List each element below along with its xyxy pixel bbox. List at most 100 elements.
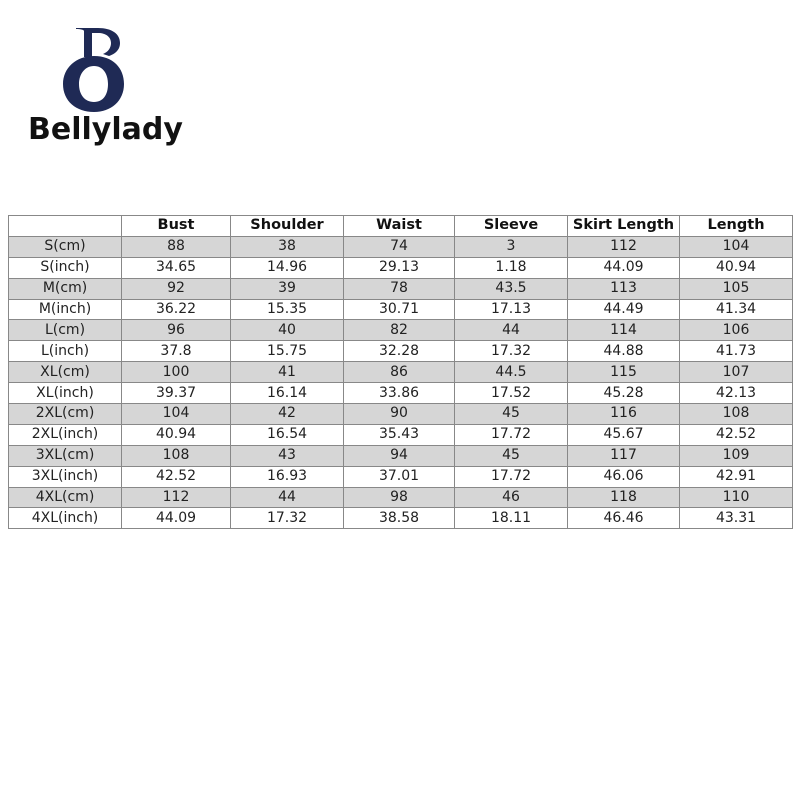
measurement-cell: 46.06: [567, 465, 680, 488]
measurement-cell: 36.22: [121, 298, 231, 321]
size-label: 2XL(inch): [8, 423, 122, 446]
measurement-cell: 108: [679, 403, 793, 425]
brand-name: Bellylady: [28, 112, 183, 147]
header-row: Bust Shoulder Waist Sleeve Skirt Length Lengt…: [8, 215, 793, 237]
size-label: M(inch): [8, 298, 122, 321]
measurement-cell: 34.65: [121, 256, 231, 279]
measurement-cell: 112: [121, 486, 231, 509]
size-label: 2XL(cm): [8, 403, 122, 425]
table-row: 3XL(inch) 42.52 16.93 37.01 17.72 46.06 42.91: [8, 465, 793, 488]
measurement-cell: 46: [454, 486, 568, 509]
measurement-cell: 44.09: [121, 507, 231, 530]
measurement-cell: 104: [121, 403, 231, 425]
measurement-cell: 45: [454, 444, 568, 467]
table-row: XL(inch) 39.37 16.14 33.86 17.52 45.28 42.13: [8, 382, 793, 405]
measurement-cell: 33.86: [343, 382, 455, 405]
measurement-cell: 14.96: [230, 256, 344, 279]
measurement-cell: 46.46: [567, 507, 680, 530]
measurement-cell: 106: [679, 319, 793, 342]
table-row: 4XL(cm) 112 44 98 46 118 110: [8, 486, 793, 509]
measurement-cell: 38: [230, 235, 344, 258]
measurement-cell: 41: [230, 361, 344, 384]
measurement-cell: 17.32: [454, 340, 568, 363]
table-row: XL(cm) 100 41 86 44.5 115 107: [8, 361, 793, 384]
measurement-cell: 35.43: [343, 423, 455, 446]
size-label: S(cm): [8, 235, 122, 258]
size-label: 4XL(inch): [8, 507, 122, 530]
size-label: L(cm): [8, 319, 122, 342]
monogram-logo-icon: [63, 28, 124, 112]
measurement-cell: 40.94: [679, 256, 793, 279]
measurement-cell: 44: [230, 486, 344, 509]
table-row: L(inch) 37.8 15.75 32.28 17.32 44.88 41.73: [8, 340, 793, 363]
measurement-cell: 88: [121, 235, 231, 258]
size-label: 3XL(cm): [8, 444, 122, 467]
measurement-cell: 43.31: [679, 507, 793, 530]
size-label: XL(inch): [8, 382, 122, 405]
measurement-cell: 45.28: [567, 382, 680, 405]
measurement-cell: 78: [343, 277, 455, 300]
measurement-cell: 90: [343, 403, 455, 425]
measurement-cell: 16.54: [230, 423, 344, 446]
measurement-cell: 107: [679, 361, 793, 384]
measurement-cell: 41.34: [679, 298, 793, 321]
measurement-cell: 30.71: [343, 298, 455, 321]
size-label: S(inch): [8, 256, 122, 279]
measurement-cell: 110: [679, 486, 793, 509]
measurement-cell: 94: [343, 444, 455, 467]
measurement-cell: 42.52: [679, 423, 793, 446]
table-row: M(cm) 92 39 78 43.5 113 105: [8, 277, 793, 300]
measurement-cell: 44.09: [567, 256, 680, 279]
table-row: S(inch) 34.65 14.96 29.13 1.18 44.09 40.94: [8, 256, 793, 279]
measurement-cell: 45.67: [567, 423, 680, 446]
column-header: Bust: [121, 215, 231, 237]
column-header: [8, 215, 122, 237]
measurement-cell: 17.32: [230, 507, 344, 530]
measurement-cell: 41.73: [679, 340, 793, 363]
measurement-cell: 17.13: [454, 298, 568, 321]
measurement-cell: 16.14: [230, 382, 344, 405]
size-label: 3XL(inch): [8, 465, 122, 488]
measurement-cell: 15.75: [230, 340, 344, 363]
table-row: 2XL(inch) 40.94 16.54 35.43 17.72 45.67 42.52: [8, 423, 793, 446]
measurement-cell: 1.18: [454, 256, 568, 279]
measurement-cell: 17.72: [454, 423, 568, 446]
measurement-cell: 118: [567, 486, 680, 509]
column-header: Waist: [343, 215, 455, 237]
measurement-cell: 108: [121, 444, 231, 467]
table-row: 4XL(inch) 44.09 17.32 38.58 18.11 46.46 43.31: [8, 507, 793, 530]
measurement-cell: 40: [230, 319, 344, 342]
measurement-cell: 98: [343, 486, 455, 509]
measurement-cell: 74: [343, 235, 455, 258]
brand-logo: Bellylady: [28, 26, 183, 156]
measurement-cell: 37.8: [121, 340, 231, 363]
measurement-cell: 96: [121, 319, 231, 342]
measurement-cell: 100: [121, 361, 231, 384]
measurement-cell: 104: [679, 235, 793, 258]
measurement-cell: 32.28: [343, 340, 455, 363]
measurement-cell: 105: [679, 277, 793, 300]
measurement-cell: 43.5: [454, 277, 568, 300]
size-label: L(inch): [8, 340, 122, 363]
measurement-cell: 116: [567, 403, 680, 425]
measurement-cell: 113: [567, 277, 680, 300]
table-row: 3XL(cm) 108 43 94 45 117 109: [8, 444, 793, 467]
measurement-cell: 16.93: [230, 465, 344, 488]
measurement-cell: 112: [567, 235, 680, 258]
table-row: L(cm) 96 40 82 44 114 106: [8, 319, 793, 342]
measurement-cell: 109: [679, 444, 793, 467]
measurement-cell: 17.72: [454, 465, 568, 488]
measurement-cell: 43: [230, 444, 344, 467]
table-row: S(cm) 88 38 74 3 112 104: [8, 235, 793, 258]
measurement-cell: 40.94: [121, 423, 231, 446]
column-header: Length: [679, 215, 793, 237]
measurement-cell: 86: [343, 361, 455, 384]
size-label: M(cm): [8, 277, 122, 300]
measurement-cell: 3: [454, 235, 568, 258]
measurement-cell: 44.88: [567, 340, 680, 363]
measurement-cell: 39.37: [121, 382, 231, 405]
column-header: Sleeve: [454, 215, 568, 237]
measurement-cell: 17.52: [454, 382, 568, 405]
measurement-cell: 37.01: [343, 465, 455, 488]
measurement-cell: 92: [121, 277, 231, 300]
